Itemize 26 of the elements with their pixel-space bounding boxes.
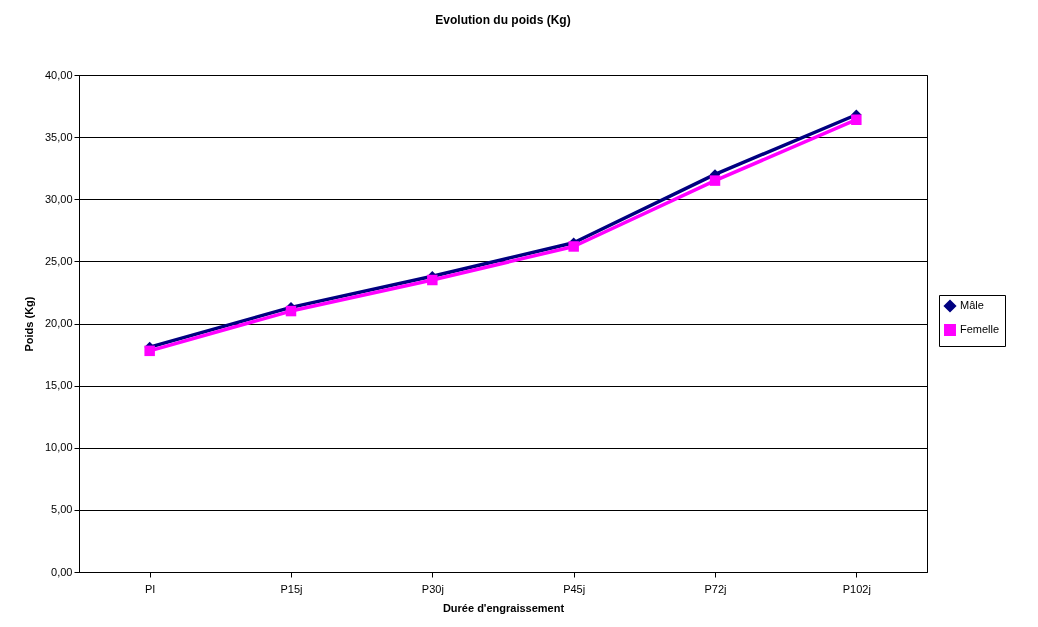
y-tick-label: 35,00 bbox=[44, 130, 73, 143]
legend-label: Femelle bbox=[960, 323, 1000, 335]
point bbox=[427, 274, 438, 286]
y-tick-label: 10,00 bbox=[44, 441, 73, 454]
y-axis-title: Poids (Kg) bbox=[22, 296, 35, 352]
x-tick-label: P102j bbox=[842, 582, 871, 595]
x-tick-label: P30j bbox=[421, 582, 444, 595]
x-tick-label: P15j bbox=[280, 582, 303, 595]
x-tick-label: P72j bbox=[704, 582, 727, 595]
legend-label: Mâle bbox=[960, 299, 984, 311]
y-tick-label: 5,00 bbox=[51, 503, 73, 516]
y-tick-label: 30,00 bbox=[44, 192, 73, 205]
point bbox=[568, 241, 579, 252]
x-tick-label: PI bbox=[144, 582, 156, 595]
y-tick-label: 25,00 bbox=[44, 254, 73, 267]
y-tick-label: 0,00 bbox=[51, 565, 73, 578]
point bbox=[285, 305, 297, 317]
x-tick-label: P45j bbox=[563, 582, 586, 595]
y-tick-label: 40,00 bbox=[44, 68, 73, 81]
y-tick-label: 20,00 bbox=[44, 317, 73, 329]
point bbox=[709, 175, 721, 186]
point bbox=[851, 114, 862, 125]
chart-title: Evolution du poids (Kg) bbox=[435, 13, 571, 27]
x-axis-title: Durée d'engraissement bbox=[442, 601, 565, 614]
y-tick-label: 15,00 bbox=[44, 379, 73, 392]
point bbox=[144, 345, 155, 357]
